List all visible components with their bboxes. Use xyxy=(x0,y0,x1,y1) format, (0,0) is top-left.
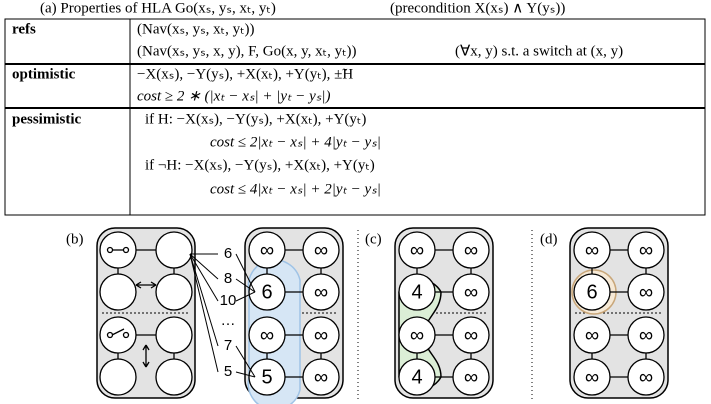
node-label: ∞ xyxy=(314,239,328,261)
node-label: ∞ xyxy=(585,366,599,388)
row-line: if ¬H: −X(xₛ), −Y(yₛ), +X(xₜ), +Y(yₜ) xyxy=(145,157,375,173)
ref-arrow xyxy=(235,371,256,378)
node-label: ∞ xyxy=(464,324,478,346)
ref-arrow xyxy=(235,345,256,378)
panel-label: (b) xyxy=(66,231,84,247)
caption: (a) Properties of HLA Go(xₛ, yₛ, xₜ, yₜ) xyxy=(40,0,276,16)
row-line: if H: −X(xₛ), −Y(yₛ), +X(xₜ), +Y(yₜ) xyxy=(145,111,366,127)
row-note: (∀x, y) s.t. a switch at (x, y) xyxy=(455,43,623,59)
ref-line xyxy=(189,253,219,280)
row-line: cost ≤ 4|xₜ − xₛ| + 2|yₜ − yₛ| xyxy=(210,181,381,197)
node xyxy=(627,316,665,354)
node-label: 4 xyxy=(411,366,422,388)
ref-line xyxy=(189,253,219,302)
node xyxy=(573,273,611,311)
node xyxy=(248,358,286,396)
node xyxy=(248,231,286,269)
ref-cost: 8 xyxy=(224,270,232,287)
ref-cost: 7 xyxy=(224,337,232,354)
node xyxy=(573,316,611,354)
node-label: ∞ xyxy=(410,239,424,261)
node xyxy=(302,316,340,354)
node xyxy=(452,231,490,269)
node xyxy=(627,273,665,311)
node-label: ∞ xyxy=(464,239,478,261)
ref-cost: 6 xyxy=(224,245,232,262)
ref-cost: 10 xyxy=(220,292,237,309)
ref-cost: … xyxy=(221,312,236,329)
node xyxy=(452,316,490,354)
caption-precondition: (precondition X(xₛ) ∧ Y(yₛ)) xyxy=(390,0,565,16)
node xyxy=(627,231,665,269)
node xyxy=(248,273,286,311)
node xyxy=(248,316,286,354)
node-label: ∞ xyxy=(464,366,478,388)
node xyxy=(302,231,340,269)
row-line: −X(xₛ), −Y(yₛ), +X(xₜ), +Y(yₜ), ±̃H xyxy=(137,66,353,82)
ref-arrow xyxy=(235,291,256,302)
node-label: ∞ xyxy=(639,281,653,303)
source-panel xyxy=(96,227,196,399)
panel-label: (c) xyxy=(365,231,382,247)
node xyxy=(627,358,665,396)
node xyxy=(573,358,611,396)
node-label: ∞ xyxy=(314,281,328,303)
node-label: ∞ xyxy=(639,324,653,346)
node xyxy=(398,316,436,354)
ref-line xyxy=(189,253,219,347)
node xyxy=(452,358,490,396)
node-label: ∞ xyxy=(464,281,478,303)
node xyxy=(452,273,490,311)
row-head: optimistic xyxy=(12,66,76,82)
node-label: 5 xyxy=(261,366,272,388)
node-label: ∞ xyxy=(585,239,599,261)
panel-label: (d) xyxy=(540,231,558,247)
table-grid xyxy=(4,18,706,216)
node-label: 4 xyxy=(411,281,422,303)
node xyxy=(398,231,436,269)
node-label: ∞ xyxy=(410,324,424,346)
node-label: ∞ xyxy=(639,239,653,261)
node-label: ∞ xyxy=(260,239,274,261)
node-label: ∞ xyxy=(314,324,328,346)
node-label: 6 xyxy=(261,281,272,303)
node-label: ∞ xyxy=(314,366,328,388)
node-label: ∞ xyxy=(585,324,599,346)
row-line: cost ≥ 2 ∗ (|xₜ − xₛ| + |yₜ − yₛ|) xyxy=(137,88,330,104)
ref-cost: 5 xyxy=(224,363,232,380)
ref-arrow xyxy=(235,278,256,293)
ref-line xyxy=(189,253,219,373)
row-line: cost ≤ 2|xₜ − xₛ| + 4|yₜ − yₛ| xyxy=(210,134,381,150)
node-label: 6 xyxy=(586,281,597,303)
row-head: refs xyxy=(12,21,36,37)
node xyxy=(302,358,340,396)
node xyxy=(573,231,611,269)
row-line: (Nav(xₛ, yₛ, xₜ, yₜ)) xyxy=(137,21,255,37)
node-label: ∞ xyxy=(260,324,274,346)
ref-arrow xyxy=(235,253,256,293)
row-head: pessimistic xyxy=(12,111,82,127)
node-label: ∞ xyxy=(639,366,653,388)
node xyxy=(398,358,436,396)
node xyxy=(302,273,340,311)
row-line: (Nav(xₛ, yₛ, x, y), F, Go(x, y, xₜ, yₜ)) xyxy=(137,43,357,59)
node xyxy=(398,273,436,311)
